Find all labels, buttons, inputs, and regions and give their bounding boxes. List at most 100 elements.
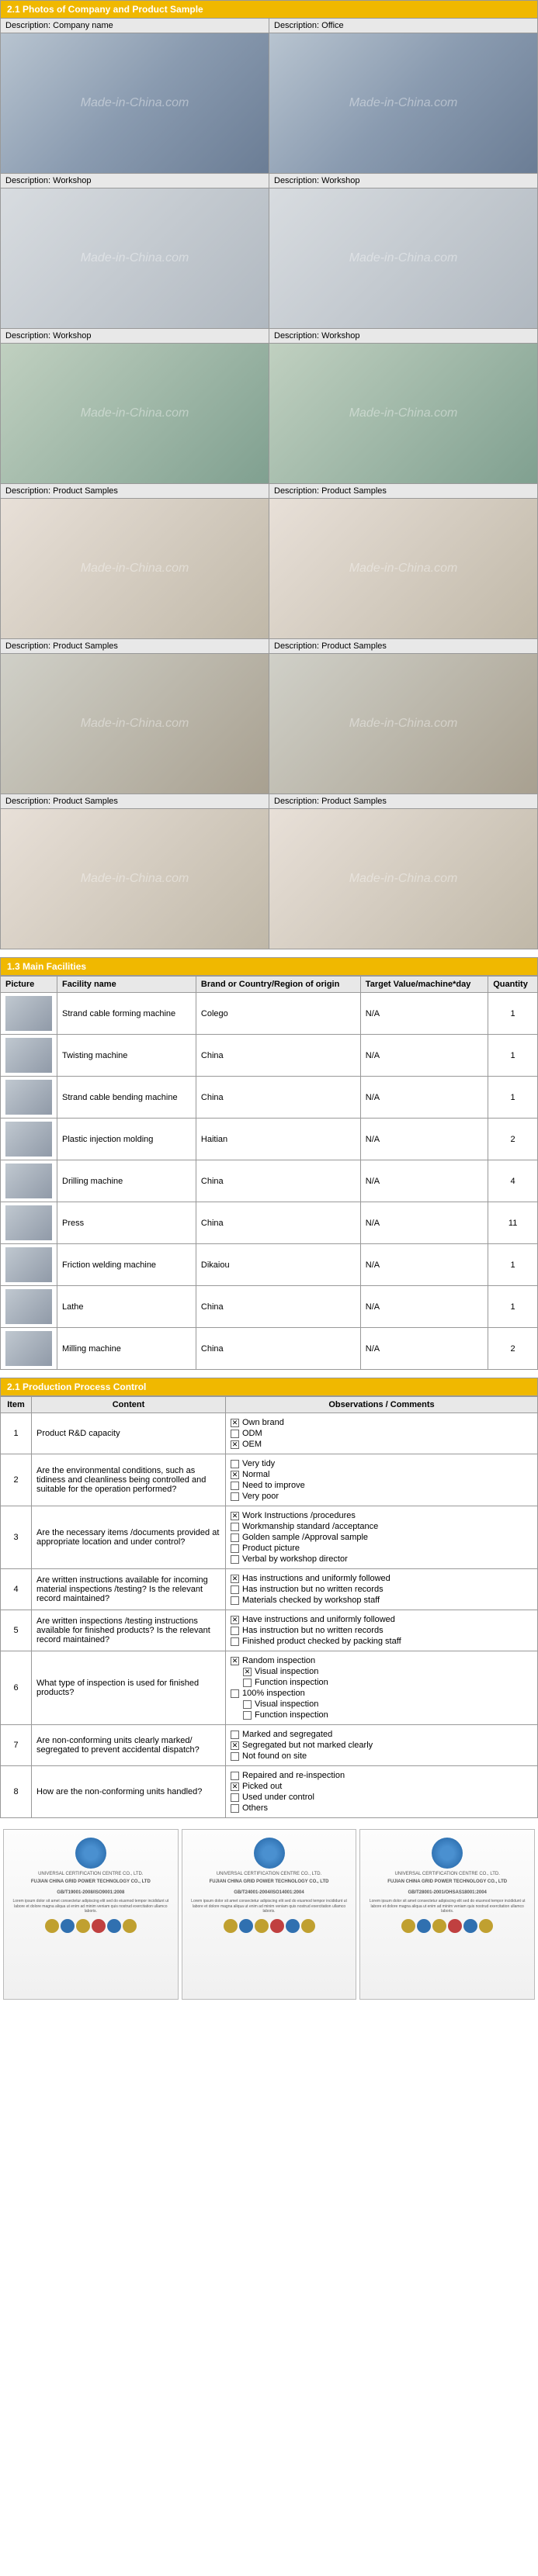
facilities-table: PictureFacility nameBrand or Country/Reg… [0, 976, 538, 1370]
cert-logo-icon [286, 1919, 300, 1933]
photo-label: Description: Product Samples [269, 638, 537, 654]
checkbox-icon [231, 1657, 239, 1665]
item-number: 5 [1, 1610, 32, 1651]
cert-company: FUJIAN CHINA GRID POWER TECHNOLOGY CO., … [365, 1879, 529, 1886]
photo-label: Description: Workshop [1, 328, 269, 344]
table-cell: Plastic injection molding [57, 1119, 196, 1160]
photo-cell: Description: WorkshopMade-in-China.com [269, 173, 537, 328]
checkbox-label: Has instruction but no written records [242, 1585, 384, 1594]
cert-logo-icon [92, 1919, 106, 1933]
table-header: Facility name [57, 977, 196, 993]
cert-standard: GB/T19001-2008/ISO9001:2008 [9, 1890, 173, 1897]
checkbox-icon [231, 1482, 239, 1490]
table-row: 1Product R&D capacityOwn brandODMOEM [1, 1413, 538, 1454]
facility-thumb [5, 996, 52, 1031]
observations-cell: Has instructions and uniformly followedH… [226, 1569, 538, 1610]
table-cell: Haitian [196, 1119, 360, 1160]
checkbox-icon [231, 1627, 239, 1635]
observations-cell: Marked and segregatedSegregated but not … [226, 1725, 538, 1766]
cert-logo-icon [479, 1919, 493, 1933]
checkbox-icon [231, 1772, 239, 1780]
cert-badge-icon [75, 1838, 106, 1869]
cert-logos [187, 1919, 352, 1933]
checkbox-label: Function inspection [255, 1710, 328, 1720]
checkbox-icon [231, 1804, 239, 1813]
table-row: Twisting machineChinaN/A1 [1, 1035, 538, 1077]
checkbox-icon [231, 1596, 239, 1605]
checkbox-icon [243, 1700, 252, 1709]
content-cell: Are written instructions available for i… [32, 1569, 226, 1610]
table-cell: N/A [360, 1160, 488, 1202]
checkbox-label: Visual inspection [255, 1699, 318, 1709]
cert-logo-icon [301, 1919, 315, 1933]
photo-label: Description: Product Samples [269, 794, 537, 809]
photo-image: Made-in-China.com [269, 344, 537, 483]
table-cell: 1 [488, 1244, 538, 1286]
cert-logo-icon [224, 1919, 238, 1933]
table-row: 8How are the non-conforming units handle… [1, 1766, 538, 1818]
cert-body: Lorem ipsum dolor sit amet consectetur a… [187, 1899, 352, 1914]
checkbox-label: Repaired and re-inspection [242, 1771, 345, 1780]
checkbox-label: Function inspection [255, 1678, 328, 1687]
checkbox-icon [231, 1440, 239, 1449]
facility-thumb [5, 1205, 52, 1240]
table-cell: Colego [196, 993, 360, 1035]
item-number: 8 [1, 1766, 32, 1818]
table-cell: N/A [360, 1244, 488, 1286]
photo-image: Made-in-China.com [269, 654, 537, 794]
facility-thumb [5, 1080, 52, 1115]
checkbox-label: Very tidy [242, 1459, 275, 1468]
observations-cell: Have instructions and uniformly followed… [226, 1610, 538, 1651]
facility-thumb [5, 1247, 52, 1282]
photo-image: Made-in-China.com [1, 344, 269, 483]
cert-logo-icon [76, 1919, 90, 1933]
table-cell: N/A [360, 1119, 488, 1160]
cert-logo-icon [401, 1919, 415, 1933]
table-cell: 4 [488, 1160, 538, 1202]
table-cell: China [196, 1202, 360, 1244]
table-cell: China [196, 1286, 360, 1328]
photo-label: Description: Office [269, 19, 537, 33]
checkbox-icon [231, 1741, 239, 1750]
checkbox-label: Visual inspection [255, 1667, 318, 1676]
checkbox-icon [243, 1668, 252, 1676]
photo-cell: Description: OfficeMade-in-China.com [269, 19, 537, 173]
photo-image: Made-in-China.com [269, 33, 537, 173]
photo-cell: Description: Product SamplesMade-in-Chin… [1, 794, 269, 949]
cert-standard: GB/T28001-2001/OHSAS18001:2004 [365, 1890, 529, 1897]
table-cell: Press [57, 1202, 196, 1244]
table-header: Content [32, 1397, 226, 1413]
checkbox-label: Marked and segregated [242, 1730, 332, 1739]
observations-cell: Random inspectionVisual inspectionFuncti… [226, 1651, 538, 1725]
table-header: Target Value/machine*day [360, 977, 488, 993]
checkbox-label: OEM [242, 1440, 262, 1449]
photo-cell: Description: WorkshopMade-in-China.com [269, 328, 537, 483]
content-cell: Are the necessary items /documents provi… [32, 1506, 226, 1569]
photo-cell: Description: Product SamplesMade-in-Chin… [269, 483, 537, 638]
item-number: 6 [1, 1651, 32, 1725]
cert-logo-icon [448, 1919, 462, 1933]
photo-cell: Description: Product SamplesMade-in-Chin… [269, 638, 537, 794]
certificate: UNIVERSAL CERTIFICATION CENTRE CO., LTD.… [359, 1829, 535, 2000]
table-cell: N/A [360, 1202, 488, 1244]
section-process-header: 2.1 Production Process Control [0, 1378, 538, 1396]
cert-badge-icon [254, 1838, 285, 1869]
cert-logo-icon [45, 1919, 59, 1933]
table-row: 7Are non-conforming units clearly marked… [1, 1725, 538, 1766]
process-table: ItemContentObservations / Comments 1Prod… [0, 1396, 538, 1818]
item-number: 1 [1, 1413, 32, 1454]
photo-image: Made-in-China.com [1, 33, 269, 173]
content-cell: Are written inspections /testing instruc… [32, 1610, 226, 1651]
cert-org: UNIVERSAL CERTIFICATION CENTRE CO., LTD. [9, 1872, 173, 1878]
cert-badge-icon [432, 1838, 463, 1869]
table-cell: China [196, 1077, 360, 1119]
checkbox-icon [231, 1782, 239, 1791]
photo-label: Description: Product Samples [269, 483, 537, 499]
photo-label: Description: Workshop [269, 328, 537, 344]
photo-cell: Description: Product SamplesMade-in-Chin… [1, 638, 269, 794]
table-header: Quantity [488, 977, 538, 993]
table-row: 6What type of inspection is used for fin… [1, 1651, 538, 1725]
table-row: LatheChinaN/A1 [1, 1286, 538, 1328]
table-row: 2Are the environmental conditions, such … [1, 1454, 538, 1506]
checkbox-icon [231, 1585, 239, 1594]
